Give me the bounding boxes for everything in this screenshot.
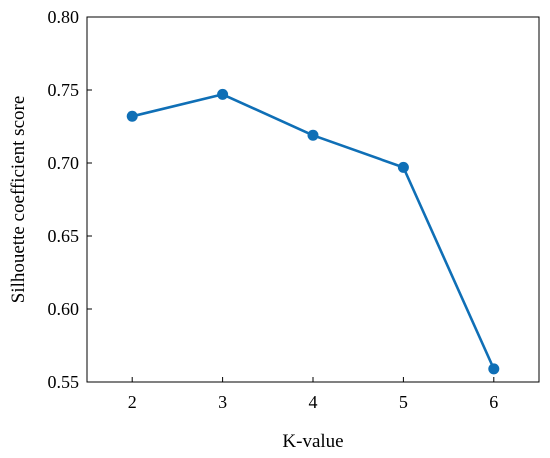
x-axis-title: K-value: [282, 431, 343, 452]
x-tick-label: 3: [218, 392, 227, 412]
y-axis: 0.55 0.60 0.65 0.70 0.75 0.80: [48, 7, 92, 392]
y-tick-label: 0.80: [48, 7, 80, 27]
series-layer: [126, 88, 500, 375]
data-point-marker: [488, 363, 500, 375]
x-tick-label: 6: [489, 392, 498, 412]
y-tick-label: 0.55: [48, 372, 80, 392]
data-point-marker: [217, 88, 229, 100]
data-point-marker: [397, 161, 409, 173]
data-point-marker: [126, 110, 138, 122]
y-tick-label: 0.65: [48, 226, 80, 246]
y-tick-label: 0.70: [48, 153, 80, 173]
x-tick-label: 2: [128, 392, 137, 412]
y-tick-label: 0.60: [48, 299, 80, 319]
y-tick-label: 0.75: [48, 80, 80, 100]
x-tick-label: 5: [399, 392, 408, 412]
x-axis: 2 3 4 5 6: [128, 377, 498, 412]
plot-area-frame: [86, 16, 540, 383]
x-tick-label: 4: [309, 392, 318, 412]
y-axis-title: Silhouette coefficient score: [8, 96, 29, 304]
data-point-marker: [307, 129, 319, 141]
